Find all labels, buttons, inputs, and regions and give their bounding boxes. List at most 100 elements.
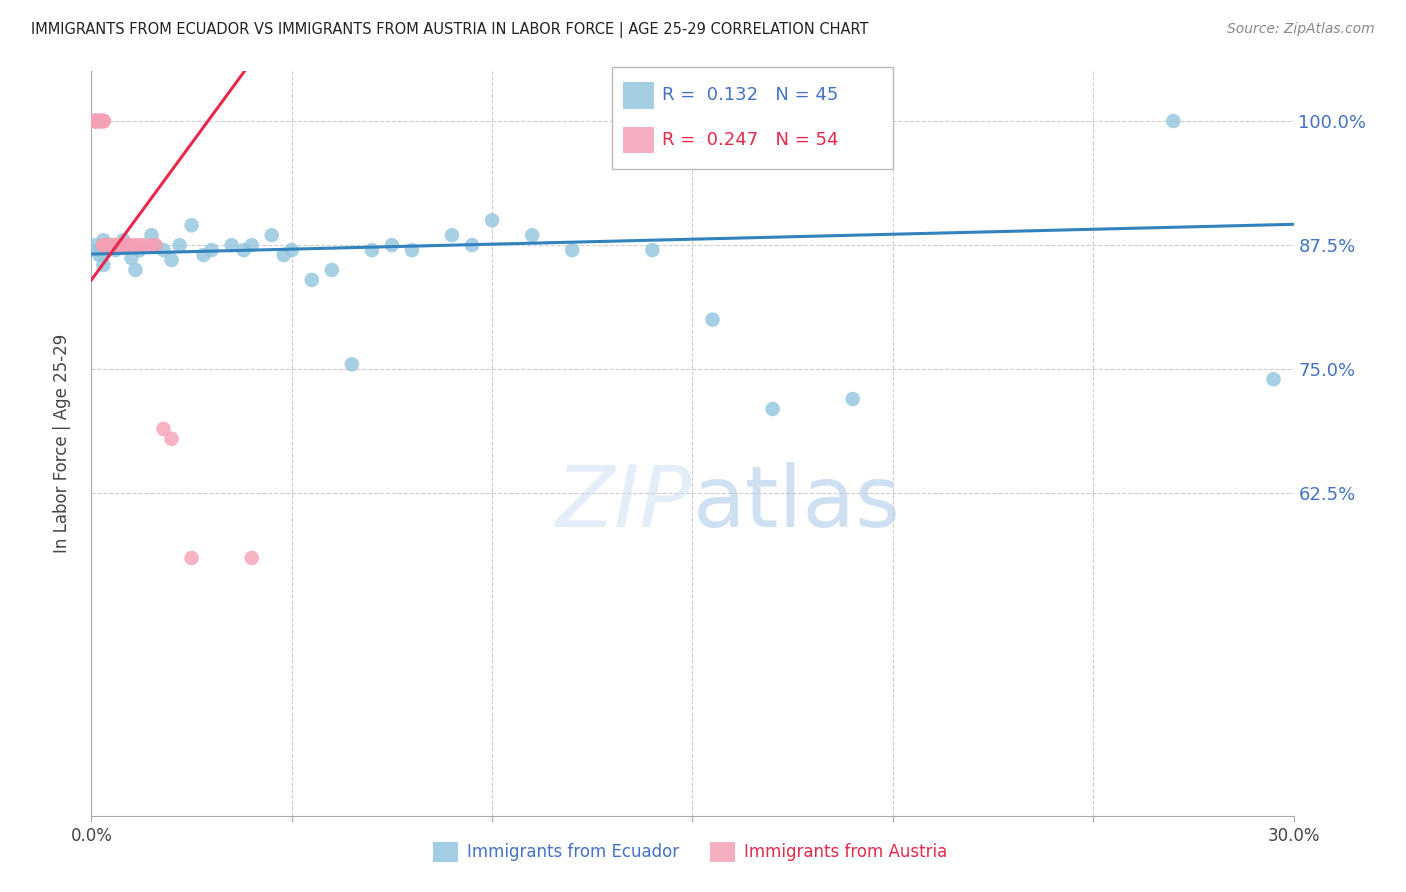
- Point: [93, 114, 115, 128]
- Point: [522, 228, 544, 243]
- Point: [84, 114, 107, 128]
- Point: [117, 238, 139, 252]
- Point: [100, 238, 122, 252]
- Point: [108, 238, 131, 252]
- Point: [124, 238, 146, 252]
- Text: IMMIGRANTS FROM ECUADOR VS IMMIGRANTS FROM AUSTRIA IN LABOR FORCE | AGE 25-29 CO: IMMIGRANTS FROM ECUADOR VS IMMIGRANTS FR…: [31, 22, 869, 38]
- Point: [1263, 372, 1285, 386]
- Point: [145, 238, 167, 252]
- Point: [93, 238, 115, 252]
- Point: [84, 114, 107, 128]
- Point: [112, 238, 135, 252]
- Point: [461, 238, 484, 252]
- Point: [93, 233, 115, 247]
- Point: [96, 238, 118, 252]
- Point: [762, 402, 785, 417]
- Point: [128, 243, 150, 257]
- Point: [145, 238, 167, 252]
- Point: [260, 228, 283, 243]
- Point: [84, 114, 107, 128]
- Point: [93, 114, 115, 128]
- Point: [401, 243, 423, 257]
- Point: [104, 238, 127, 252]
- Y-axis label: In Labor Force | Age 25-29: In Labor Force | Age 25-29: [52, 334, 70, 553]
- Point: [93, 258, 115, 272]
- Point: [100, 238, 122, 252]
- Point: [321, 263, 343, 277]
- Point: [141, 228, 163, 243]
- Point: [84, 114, 107, 128]
- Point: [232, 243, 254, 257]
- Point: [89, 248, 111, 262]
- Point: [100, 238, 122, 252]
- Point: [121, 238, 143, 252]
- Point: [281, 243, 304, 257]
- Point: [84, 114, 107, 128]
- Point: [180, 219, 202, 233]
- Point: [84, 238, 107, 252]
- Point: [108, 238, 131, 252]
- Text: Immigrants from Austria: Immigrants from Austria: [744, 843, 948, 861]
- Point: [96, 243, 118, 257]
- Point: [104, 243, 127, 257]
- Point: [124, 263, 146, 277]
- Point: [169, 238, 191, 252]
- Point: [89, 114, 111, 128]
- Point: [84, 114, 107, 128]
- Point: [89, 114, 111, 128]
- Point: [117, 238, 139, 252]
- Point: [112, 238, 135, 252]
- Point: [93, 238, 115, 252]
- Point: [152, 422, 174, 436]
- Point: [93, 114, 115, 128]
- Point: [84, 114, 107, 128]
- Point: [96, 238, 118, 252]
- Point: [160, 253, 183, 268]
- Text: R =  0.132   N = 45: R = 0.132 N = 45: [662, 87, 838, 104]
- Point: [340, 357, 363, 371]
- Point: [93, 238, 115, 252]
- Point: [84, 114, 107, 128]
- Point: [93, 114, 115, 128]
- Point: [273, 248, 295, 262]
- Point: [201, 243, 224, 257]
- Point: [96, 238, 118, 252]
- Point: [104, 238, 127, 252]
- Point: [93, 238, 115, 252]
- Text: Immigrants from Ecuador: Immigrants from Ecuador: [467, 843, 679, 861]
- Point: [96, 238, 118, 252]
- Point: [160, 432, 183, 446]
- Point: [481, 213, 503, 227]
- Point: [301, 273, 323, 287]
- Point: [108, 238, 131, 252]
- Point: [841, 392, 863, 406]
- Point: [121, 251, 143, 265]
- Text: Source: ZipAtlas.com: Source: ZipAtlas.com: [1227, 22, 1375, 37]
- Point: [100, 238, 122, 252]
- Point: [180, 551, 202, 566]
- Text: R =  0.247   N = 54: R = 0.247 N = 54: [662, 131, 839, 149]
- Point: [221, 238, 243, 252]
- Point: [360, 243, 382, 257]
- Point: [193, 248, 215, 262]
- Point: [141, 238, 163, 252]
- Point: [89, 114, 111, 128]
- Point: [89, 114, 111, 128]
- Point: [1163, 114, 1185, 128]
- Point: [641, 243, 664, 257]
- Point: [89, 114, 111, 128]
- Point: [89, 114, 111, 128]
- Point: [84, 114, 107, 128]
- Point: [702, 312, 724, 326]
- Point: [84, 114, 107, 128]
- Text: ZIP: ZIP: [557, 462, 692, 545]
- Point: [112, 233, 135, 247]
- Point: [132, 238, 155, 252]
- Point: [89, 114, 111, 128]
- Point: [561, 243, 583, 257]
- Point: [93, 238, 115, 252]
- Point: [240, 238, 263, 252]
- Point: [128, 238, 150, 252]
- Point: [240, 551, 263, 566]
- Point: [381, 238, 404, 252]
